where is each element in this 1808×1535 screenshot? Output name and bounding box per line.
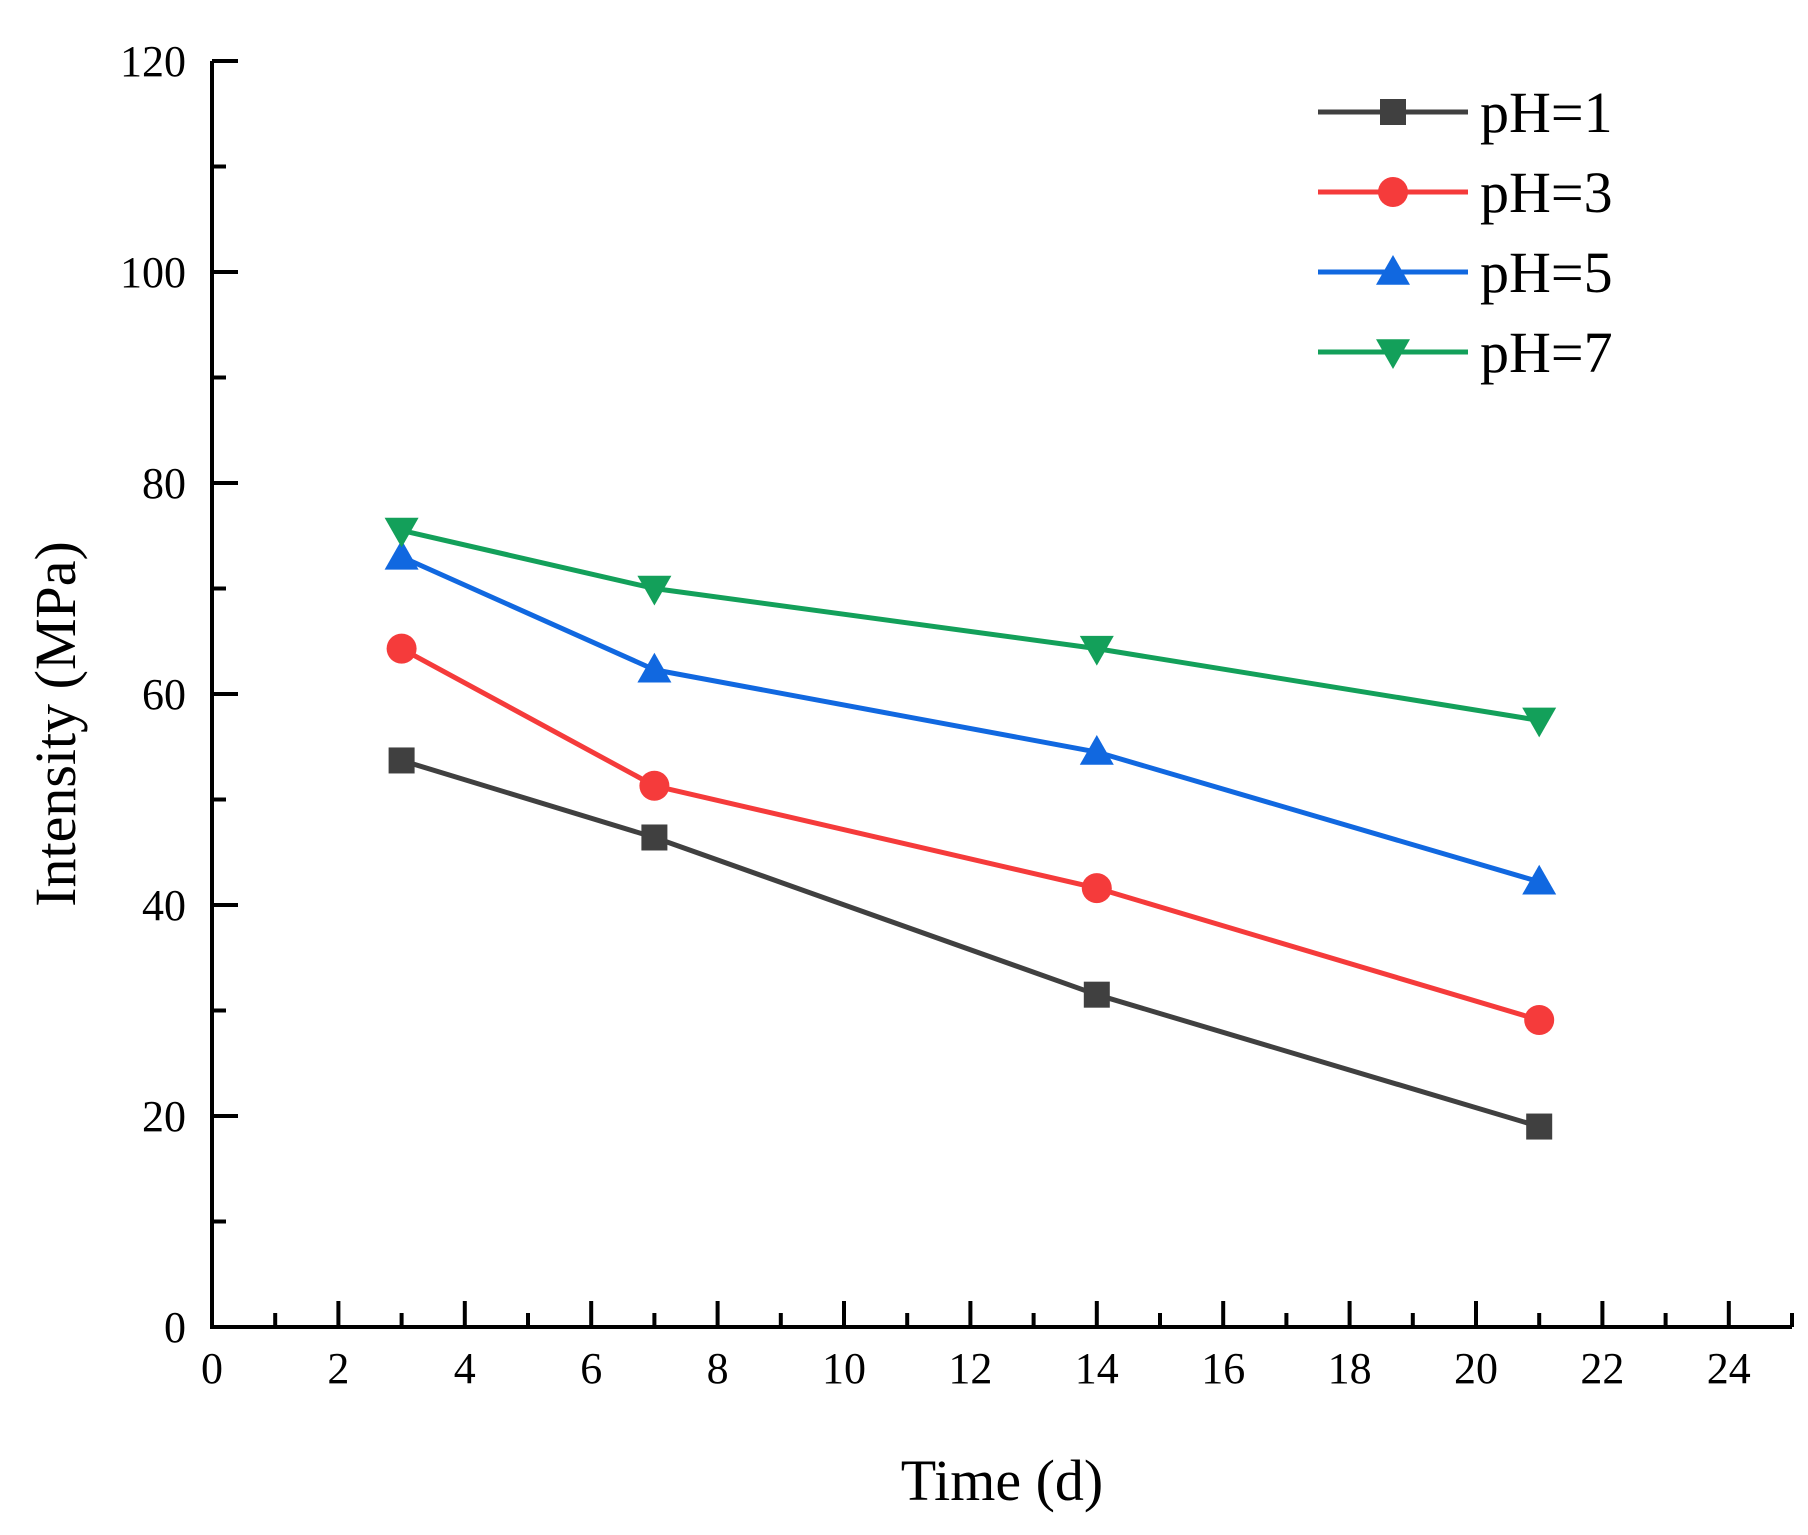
y-tick-label: 40 — [142, 881, 186, 930]
data-point — [641, 824, 668, 851]
x-tick-label: 0 — [201, 1344, 223, 1393]
legend-label: pH=1 — [1480, 80, 1613, 145]
legend-item: pH=5 — [1318, 240, 1613, 305]
legend-item: pH=1 — [1318, 80, 1613, 145]
legend-label: pH=5 — [1480, 240, 1613, 305]
legend-marker — [1378, 177, 1408, 207]
legend-marker — [1376, 255, 1410, 285]
y-tick-label: 0 — [164, 1303, 186, 1352]
y-tick-label: 120 — [120, 37, 186, 86]
y-tick-label: 80 — [142, 459, 186, 508]
legend-label: pH=3 — [1480, 160, 1613, 225]
x-tick-label: 4 — [454, 1344, 476, 1393]
x-tick-label: 10 — [822, 1344, 866, 1393]
series-ph-1 — [388, 747, 1553, 1140]
legend-marker — [1376, 339, 1410, 369]
x-tick-label: 18 — [1328, 1344, 1372, 1393]
data-point — [1522, 864, 1557, 895]
series-line — [400, 554, 1540, 885]
x-tick-label: 12 — [948, 1344, 992, 1393]
y-tick-label: 100 — [120, 248, 186, 297]
series-group — [384, 517, 1557, 1140]
data-point — [1522, 707, 1557, 738]
series-line — [400, 758, 1540, 1129]
data-point — [639, 770, 670, 801]
legend-label: pH=7 — [1480, 320, 1613, 385]
x-tick-label: 6 — [580, 1344, 602, 1393]
x-tick-label: 22 — [1580, 1344, 1624, 1393]
series-ph-3 — [386, 633, 1555, 1035]
data-point — [637, 652, 672, 683]
data-point — [637, 575, 672, 606]
x-tick-label: 24 — [1707, 1344, 1751, 1393]
y-axis-title: Intensity (MPa) — [23, 541, 88, 907]
x-tick-label: 8 — [707, 1344, 729, 1393]
x-tick-label: 16 — [1201, 1344, 1245, 1393]
series-ph-7 — [384, 517, 1557, 738]
data-point — [1526, 1113, 1553, 1140]
data-point — [1524, 1004, 1555, 1035]
data-point — [386, 633, 417, 664]
data-point — [1081, 873, 1112, 904]
data-point — [384, 517, 419, 548]
x-tick-label: 2 — [327, 1344, 349, 1393]
legend-item: pH=3 — [1318, 160, 1613, 225]
series-ph-5 — [384, 539, 1557, 895]
x-axis-title: Time (d) — [901, 1448, 1104, 1513]
series-line — [401, 528, 1540, 723]
x-tick-label: 14 — [1075, 1344, 1119, 1393]
data-point — [1083, 981, 1110, 1008]
legend-marker — [1380, 99, 1406, 125]
series-line — [400, 646, 1540, 1023]
data-point — [384, 539, 419, 570]
data-point — [1079, 735, 1114, 765]
legend: pH=1 pH=3 pH=5 pH=7 — [1318, 80, 1613, 385]
y-tick-label: 20 — [142, 1092, 186, 1141]
data-point — [388, 747, 415, 774]
x-tick-label: 20 — [1454, 1344, 1498, 1393]
data-point — [1079, 635, 1114, 666]
legend-item: pH=7 — [1318, 320, 1613, 385]
y-tick-label: 60 — [142, 670, 186, 719]
